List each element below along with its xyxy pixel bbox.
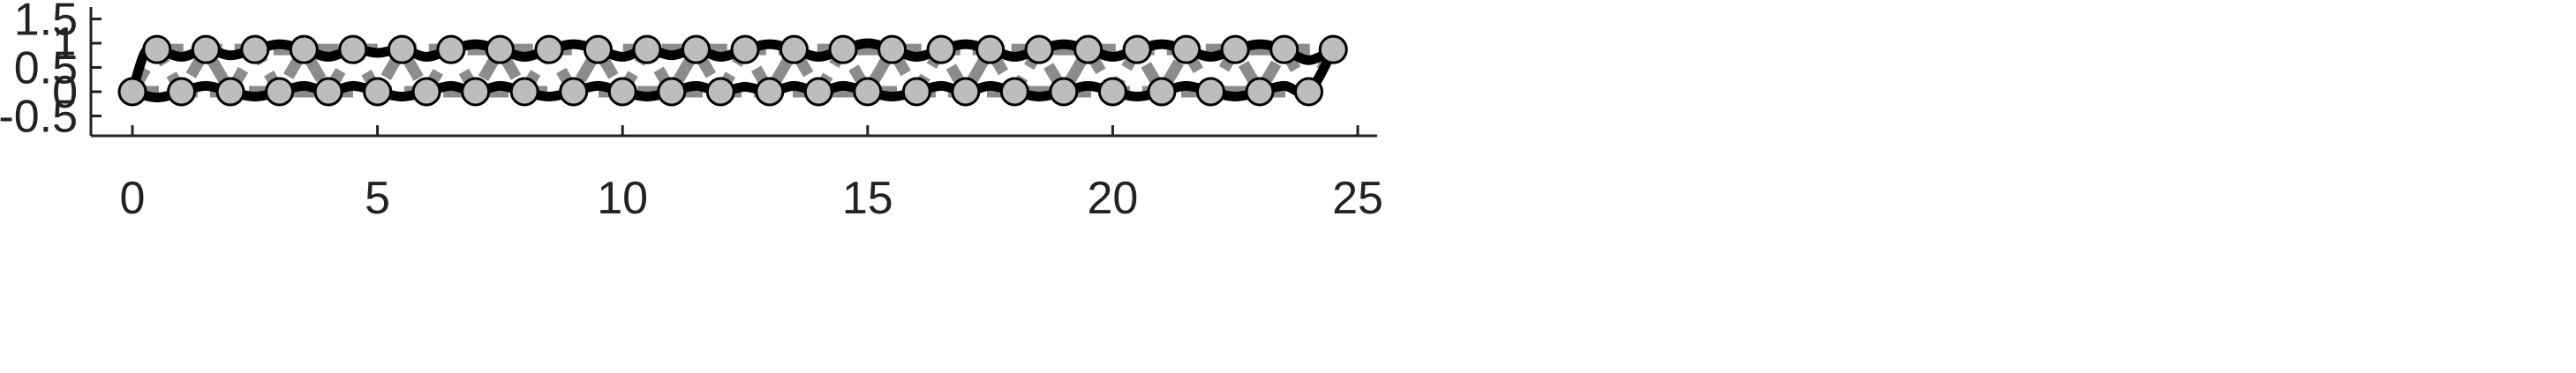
node-bottom-17: [951, 77, 981, 107]
x-tick-label-4: 20: [1087, 173, 1138, 224]
axes-layer: 1.510.50-0.50 5 10 15 20 25: [0, 0, 1383, 224]
node-bottom-11: [657, 77, 687, 107]
y-tick-label-4: -0.5: [0, 92, 78, 143]
node-bottom-19: [1049, 77, 1079, 107]
x-tick-label-1: 5: [365, 173, 390, 224]
node-bottom-3: [265, 77, 295, 107]
node-top-15: [877, 34, 908, 64]
node-bottom-7: [461, 77, 491, 107]
node-bottom-4: [313, 77, 343, 107]
node-bottom-13: [755, 77, 785, 107]
node-top-13: [780, 34, 810, 64]
y-tick-label-1: 1: [52, 19, 78, 70]
node-top-24: [1318, 34, 1348, 64]
node-top-7: [485, 34, 515, 64]
y-tick-label-0: 1.5: [14, 0, 78, 46]
node-bottom-10: [607, 77, 637, 107]
node-bottom-12: [705, 77, 735, 107]
node-bottom-24: [1293, 77, 1323, 107]
node-top-14: [828, 34, 858, 64]
node-top-6: [436, 34, 466, 64]
y-tick-label-3: 0: [52, 67, 78, 118]
nodes-layer: [117, 34, 1348, 107]
node-bottom-8: [509, 77, 539, 107]
x-tick-label-3: 15: [842, 173, 893, 224]
node-top-9: [583, 34, 613, 64]
node-top-16: [926, 34, 956, 64]
node-top-4: [338, 34, 368, 64]
node-bottom-16: [901, 77, 931, 107]
node-bottom-6: [411, 77, 441, 107]
node-top-5: [387, 34, 417, 64]
node-top-18: [1024, 34, 1054, 64]
node-top-10: [632, 34, 662, 64]
node-top-0: [142, 34, 172, 64]
node-top-3: [289, 34, 319, 64]
node-top-11: [681, 34, 711, 64]
node-bottom-2: [215, 77, 245, 107]
node-top-22: [1220, 34, 1250, 64]
node-bottom-5: [363, 77, 393, 107]
y-tick-label-2: 0.5: [14, 43, 78, 94]
node-bottom-1: [167, 77, 197, 107]
node-bottom-22: [1195, 77, 1225, 107]
node-top-21: [1171, 34, 1201, 64]
node-bottom-15: [853, 77, 883, 107]
node-top-1: [191, 34, 221, 64]
node-bottom-23: [1245, 77, 1275, 107]
node-top-2: [240, 34, 270, 64]
node-top-8: [534, 34, 564, 64]
node-bottom-21: [1147, 77, 1177, 107]
x-tick-label-2: 10: [597, 173, 648, 224]
node-top-19: [1073, 34, 1103, 64]
x-tick-label-5: 25: [1332, 173, 1383, 224]
node-bottom-9: [559, 77, 589, 107]
x-tick-label-0: 0: [120, 173, 146, 224]
node-bottom-0: [117, 77, 147, 107]
node-top-20: [1122, 34, 1152, 64]
node-bottom-20: [1097, 77, 1127, 107]
node-top-23: [1269, 34, 1299, 64]
node-top-12: [730, 34, 760, 64]
node-top-17: [975, 34, 1006, 64]
node-bottom-14: [803, 77, 833, 107]
node-bottom-18: [999, 77, 1029, 107]
